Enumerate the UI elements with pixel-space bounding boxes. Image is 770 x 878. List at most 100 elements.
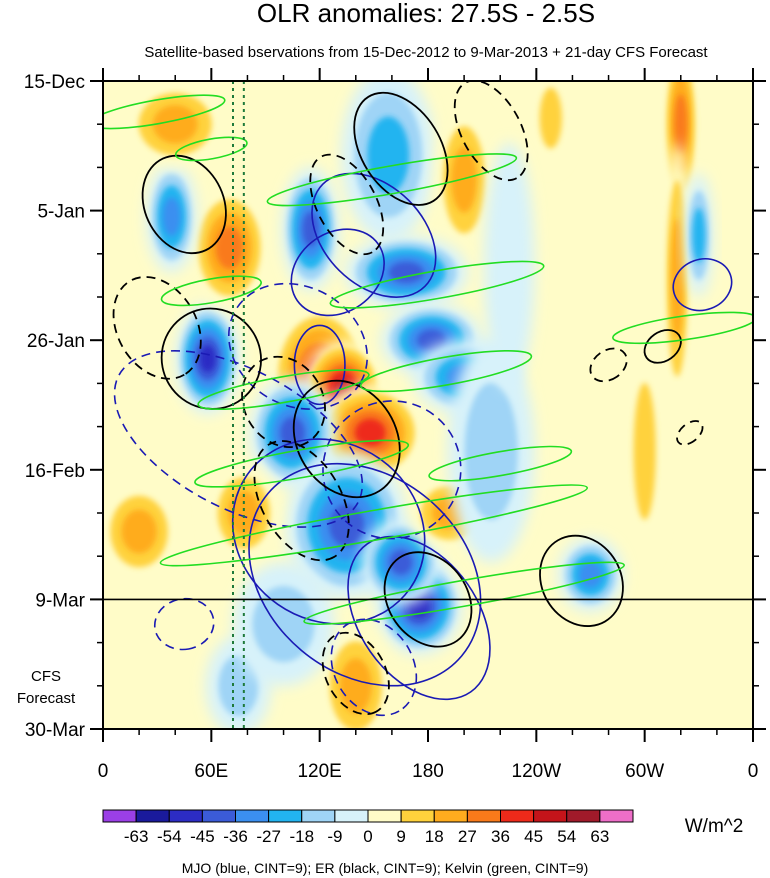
forecast-label-line2: Forecast [17, 690, 76, 707]
colorbar-swatch [466, 809, 501, 823]
kelvin-contour [160, 275, 262, 307]
anomaly-level [329, 504, 365, 547]
x-tick-label: 120W [512, 761, 562, 782]
colorbar-label: -63 [124, 827, 149, 846]
colorbar-label: -45 [190, 827, 215, 846]
chart-title: OLR anomalies: 27.5S - 2.5S [257, 0, 595, 28]
anomaly-blob [435, 105, 493, 254]
anomaly-blob [175, 303, 241, 415]
mjo-contour [330, 618, 418, 717]
colorbar-label: -18 [289, 827, 314, 846]
anomaly-level [280, 416, 305, 449]
colorbar-swatch [599, 809, 634, 823]
kelvin-contour [303, 561, 625, 625]
colorbar-swatch [135, 809, 170, 823]
colorbar-label: 45 [524, 827, 543, 846]
er-contour [112, 276, 202, 380]
colorbar-swatch [268, 809, 303, 823]
anomaly-blob [447, 340, 535, 563]
anomaly-blob [662, 142, 692, 415]
colorbar-label: -27 [256, 827, 281, 846]
colorbar-swatch [400, 809, 435, 823]
anomaly-level [579, 561, 602, 588]
anomaly-level [218, 655, 259, 717]
colorbar-swatch [201, 809, 236, 823]
anomaly-level [389, 550, 413, 575]
wave-legend-caption: MJO (blue, CINT=9); ER (black, CINT=9); … [182, 860, 589, 876]
er-contour [160, 307, 262, 410]
colorbar-label: -9 [327, 827, 342, 846]
anomaly-blob [281, 167, 340, 291]
y-tick-label: 9-Mar [35, 590, 85, 611]
kelvin-contour [266, 153, 518, 207]
x-tick-label: 0 [748, 761, 759, 782]
anomaly-level [367, 116, 410, 194]
y-tick-label: 5-Jan [37, 202, 85, 223]
mjo-contour [311, 172, 437, 298]
colorbar-swatch [334, 809, 369, 823]
colorbar-label: 18 [425, 827, 444, 846]
wave-contours [103, 81, 753, 717]
colorbar-swatch [533, 809, 568, 823]
anomaly-blob [344, 235, 468, 310]
colorbar-label: 0 [363, 827, 372, 846]
x-tick-label: 60W [625, 761, 664, 782]
er-contour [539, 534, 624, 627]
anomaly-level [451, 146, 477, 213]
x-tick-label: 180 [412, 761, 444, 782]
kelvin-contour [428, 445, 573, 482]
colorbar-label: 36 [491, 827, 510, 846]
anomaly-level [152, 105, 198, 144]
anomaly-level [692, 207, 706, 263]
anomaly-level [199, 345, 216, 373]
colorbar-swatch [367, 809, 402, 823]
anomaly-level [464, 382, 518, 520]
forecast-label-line1: CFS [31, 668, 61, 685]
anomaly-level [670, 218, 684, 339]
anomaly-blob [207, 463, 280, 563]
anomaly-blob [319, 624, 392, 729]
anomaly-level [339, 658, 372, 714]
mjo-contour [347, 535, 491, 701]
er-contour [643, 329, 682, 364]
er-contour [141, 154, 227, 255]
mjo-contour [672, 258, 733, 312]
mjo-contour [231, 438, 426, 625]
axes: 15-Dec 5-Jan 26-Jan 16-Feb 9-Mar 30-Mar 0 60E 12… [24, 68, 766, 782]
mjo-contour [113, 350, 364, 528]
anomaly-level [121, 509, 157, 554]
mjo-contour [153, 597, 215, 651]
colorbar-label: 63 [590, 827, 609, 846]
anomaly-blob [684, 173, 714, 297]
kelvin-contour [329, 260, 545, 309]
anomaly-blob [124, 81, 226, 168]
anomaly-level [215, 226, 244, 270]
kelvin-contour [197, 369, 370, 411]
colorbar-label: 9 [396, 827, 405, 846]
colorbar-swatch [500, 809, 535, 823]
y-tick-label: 16-Feb [25, 461, 85, 482]
kelvin-contour [103, 94, 226, 130]
anomaly-level [633, 382, 656, 520]
mjo-contour [290, 228, 385, 317]
x-tick-label: 0 [98, 761, 109, 782]
mjo-contour [293, 324, 346, 406]
kelvin-contour [359, 349, 533, 393]
anomaly-level [354, 418, 386, 447]
er-contour [453, 81, 529, 182]
mjo-contour [248, 462, 482, 687]
anomaly-blob [103, 482, 179, 581]
colorbar: -63 -54 -45 -36 -27 -18 -9 0 9 18 27 36 45 54 63 [102, 809, 634, 846]
anomaly-blob [341, 81, 436, 242]
colorbar-units: W/m^2 [685, 816, 744, 837]
er-contour [589, 347, 628, 383]
anomaly-level [162, 197, 181, 237]
er-contour [676, 420, 704, 446]
anomaly-blob [146, 161, 197, 273]
y-tick-label: 30-Mar [25, 720, 86, 741]
anomaly-blob [532, 81, 569, 168]
colorbar-swatch [235, 809, 270, 823]
colorbar-label: -54 [157, 827, 182, 846]
kelvin-contour [174, 136, 248, 162]
er-contour [253, 440, 350, 562]
